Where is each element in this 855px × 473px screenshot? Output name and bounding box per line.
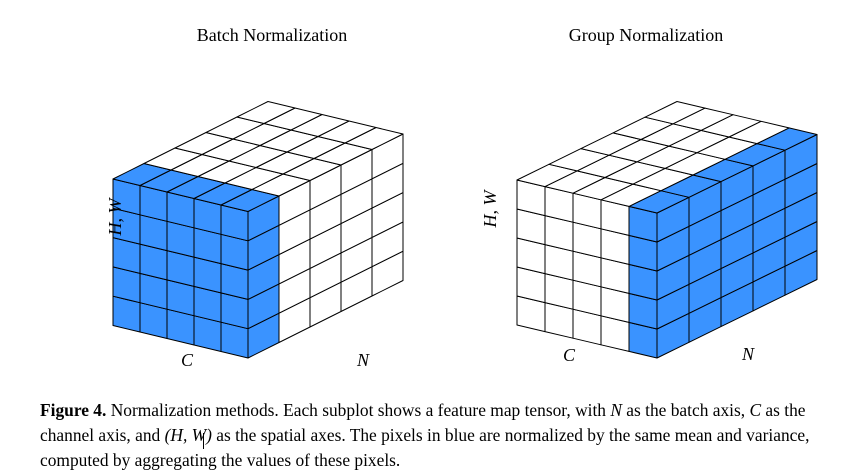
- batch-normalization-panel: Batch Normalization H, W C N: [105, 25, 404, 370]
- caption-c: C: [749, 400, 762, 420]
- caption-text-2: as the batch axis,: [621, 400, 750, 420]
- top-face-cell: [236, 101, 296, 124]
- batch-norm-title: Batch Normalization: [197, 25, 347, 45]
- figure-caption: Figure 4. Normalization methods. Each su…: [40, 398, 848, 473]
- caption-text-3: as the channel axis, and: [40, 400, 806, 445]
- group-norm-hw-label: H, W: [480, 189, 500, 229]
- caption-hw: (H, W): [164, 425, 212, 445]
- figure-canvas: Batch Normalization H, W C N Group Norma…: [105, 25, 818, 370]
- batch-norm-hw-label: H, W: [105, 197, 125, 237]
- top-face-cell: [644, 101, 706, 125]
- group-norm-title: Group Normalization: [569, 25, 723, 45]
- caption-text-4: as the spatial axes. The pixels in blue …: [40, 425, 810, 470]
- batch-norm-n-label: N: [356, 350, 370, 370]
- batch-norm-c-label: C: [181, 350, 194, 370]
- caption-label: Figure 4.: [40, 400, 107, 420]
- caption-n: N: [610, 400, 622, 420]
- group-norm-tensor-cube: [516, 101, 818, 359]
- text-cursor: [203, 433, 204, 449]
- group-norm-n-label: N: [741, 344, 755, 364]
- group-normalization-panel: Group Normalization H, W C N: [480, 25, 818, 365]
- batch-norm-tensor-cube: [112, 101, 404, 359]
- caption-text-1: Normalization methods. Each subplot show…: [106, 400, 611, 420]
- group-norm-c-label: C: [563, 345, 576, 365]
